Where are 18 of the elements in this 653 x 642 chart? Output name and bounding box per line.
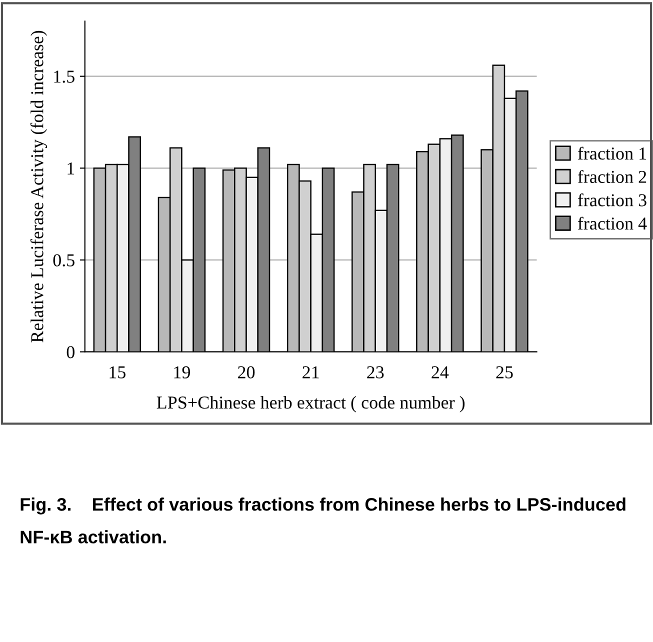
y-axis-title: Relative Luciferase Activity (fold increase) bbox=[30, 30, 48, 342]
x-tick-label: 25 bbox=[496, 366, 513, 378]
legend-label: fraction 2 bbox=[578, 170, 646, 183]
x-tick-label: 20 bbox=[238, 366, 255, 378]
x-tick-label: 15 bbox=[110, 366, 126, 378]
x-tick-label: 19 bbox=[174, 366, 190, 378]
x-tick-label: 23 bbox=[367, 366, 384, 378]
y-tick-label: 1 bbox=[68, 162, 74, 174]
y-tick-label: 0.5 bbox=[53, 254, 74, 266]
caption: Fig. 3. Effect of various fractions from Chinese herbs to LPS-induced NF-κB activation. bbox=[20, 498, 626, 544]
y-tick-label: 0 bbox=[66, 346, 74, 358]
x-tick-label: 24 bbox=[432, 366, 449, 378]
y-tick-label: 1.5 bbox=[54, 70, 74, 83]
legend-label: fraction 1 bbox=[578, 146, 646, 160]
legend-label: fraction 3 bbox=[578, 193, 646, 206]
x-axis-title: LPS+Chinese herb extract ( code number ) bbox=[156, 396, 465, 412]
legend-label: fraction 4 bbox=[578, 216, 647, 230]
x-tick-label: 21 bbox=[302, 366, 319, 378]
